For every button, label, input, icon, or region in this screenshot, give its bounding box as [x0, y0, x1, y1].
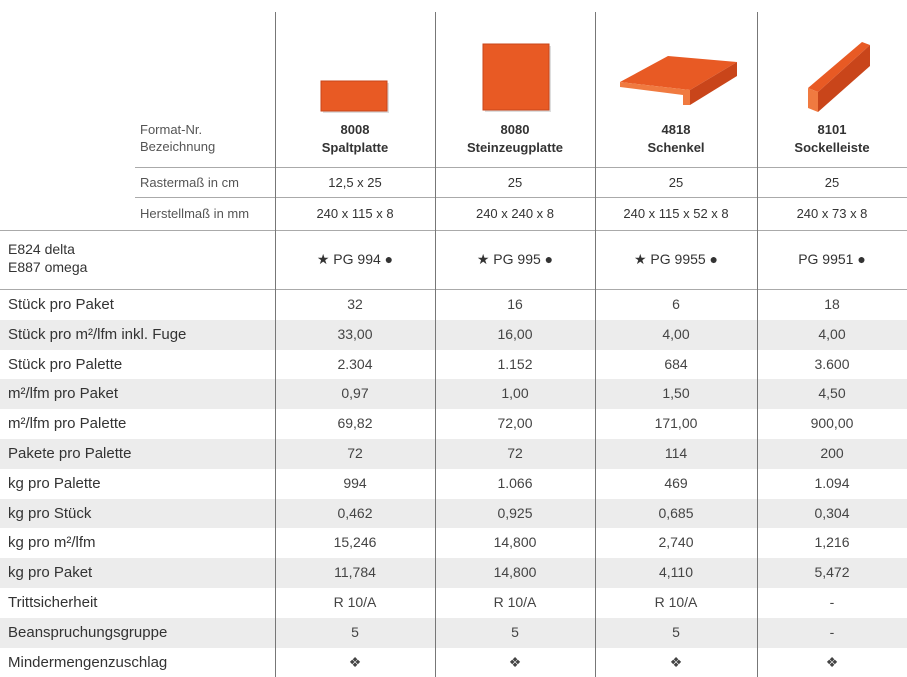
product-name: Steinzeugplatte	[435, 140, 595, 155]
cell: 1,50	[595, 379, 757, 409]
row-label: kg pro m²/lfm	[8, 528, 96, 558]
cell: 900,00	[757, 409, 907, 439]
cell: 18	[757, 290, 907, 320]
cell: 14,800	[435, 528, 595, 558]
cell: 0,925	[435, 499, 595, 529]
cell: 33,00	[275, 320, 435, 350]
raster: 25	[757, 175, 907, 190]
row-label: m²/lfm pro Palette	[8, 409, 126, 439]
label: Bezeichnung	[140, 139, 215, 154]
row-label: kg pro Palette	[8, 469, 101, 499]
row-label: Stück pro m²/lfm inkl. Fuge	[8, 320, 186, 350]
cell: 1,00	[435, 379, 595, 409]
cell: R 10/A	[435, 588, 595, 618]
product-number: 8101	[757, 122, 907, 137]
cell: 72	[275, 439, 435, 469]
cell: 0,685	[595, 499, 757, 529]
row-label: kg pro Stück	[8, 499, 91, 529]
cell: 5	[435, 618, 595, 648]
cell: 684	[595, 350, 757, 380]
cell: 16,00	[435, 320, 595, 350]
product-number: 8080	[435, 122, 595, 137]
cell: 6	[595, 290, 757, 320]
cell: 11,784	[275, 558, 435, 588]
cell: 3.600	[757, 350, 907, 380]
row-label: m²/lfm pro Paket	[8, 379, 118, 409]
cell: R 10/A	[595, 588, 757, 618]
row-label: Pakete pro Palette	[8, 439, 131, 469]
raster: 25	[435, 175, 595, 190]
product-images	[0, 0, 907, 130]
product-name: Schenkel	[595, 140, 757, 155]
page: Format-Nr. Bezeichnung Rastermaß in cm Hers…	[0, 0, 907, 677]
raster: 25	[595, 175, 757, 190]
cell: 32	[275, 290, 435, 320]
cell: 4,110	[595, 558, 757, 588]
pg: PG 9951 ●	[757, 251, 907, 267]
row-label: Trittsicherheit	[8, 588, 97, 618]
cell: 114	[595, 439, 757, 469]
pg: ★ PG 9955 ●	[595, 251, 757, 268]
cell: 72,00	[435, 409, 595, 439]
label: Format-Nr.	[140, 122, 202, 137]
line	[135, 167, 907, 168]
label: E887 omega	[8, 259, 87, 275]
cell: 5	[595, 618, 757, 648]
herstell: 240 x 73 x 8	[757, 206, 907, 221]
cell: 1,216	[757, 528, 907, 558]
cell: 994	[275, 469, 435, 499]
line	[0, 230, 907, 231]
cell: ❖	[595, 648, 757, 677]
cell: 1.094	[757, 469, 907, 499]
cell: 469	[595, 469, 757, 499]
cell: -	[757, 588, 907, 618]
cell: 0,97	[275, 379, 435, 409]
cell: 15,246	[275, 528, 435, 558]
cell: 14,800	[435, 558, 595, 588]
cell: R 10/A	[275, 588, 435, 618]
cell: 4,50	[757, 379, 907, 409]
herstell: 240 x 115 x 52 x 8	[595, 206, 757, 221]
cell: 4,00	[757, 320, 907, 350]
cell: ❖	[435, 648, 595, 677]
label: Rastermaß in cm	[140, 175, 239, 190]
line	[135, 197, 907, 198]
product-name: Spaltplatte	[275, 140, 435, 155]
cell: 2,740	[595, 528, 757, 558]
label: E824 delta	[8, 241, 75, 257]
herstell: 240 x 115 x 8	[275, 206, 435, 221]
pg: ★ PG 995 ●	[435, 251, 595, 268]
cell: 2.304	[275, 350, 435, 380]
row-label: Beanspruchungsgruppe	[8, 618, 167, 648]
cell: 1.066	[435, 469, 595, 499]
cell: 5	[275, 618, 435, 648]
pg: ★ PG 994 ●	[275, 251, 435, 268]
cell: 5,472	[757, 558, 907, 588]
label: Herstellmaß in mm	[140, 206, 249, 221]
cell: 72	[435, 439, 595, 469]
cell: 69,82	[275, 409, 435, 439]
cell: -	[757, 618, 907, 648]
cell: ❖	[757, 648, 907, 677]
row-label: kg pro Paket	[8, 558, 92, 588]
herstell: 240 x 240 x 8	[435, 206, 595, 221]
row-label: Mindermengenzuschlag	[8, 648, 167, 677]
cell: 200	[757, 439, 907, 469]
row-label: Stück pro Paket	[8, 290, 114, 320]
cell: 0,462	[275, 499, 435, 529]
product-number: 8008	[275, 122, 435, 137]
cell: 4,00	[595, 320, 757, 350]
cell: 0,304	[757, 499, 907, 529]
cell: ❖	[275, 648, 435, 677]
product-name: Sockelleiste	[757, 140, 907, 155]
raster: 12,5 x 25	[275, 175, 435, 190]
cell: 16	[435, 290, 595, 320]
product-number: 4818	[595, 122, 757, 137]
row-label: Stück pro Palette	[8, 350, 122, 380]
cell: 1.152	[435, 350, 595, 380]
cell: 171,00	[595, 409, 757, 439]
